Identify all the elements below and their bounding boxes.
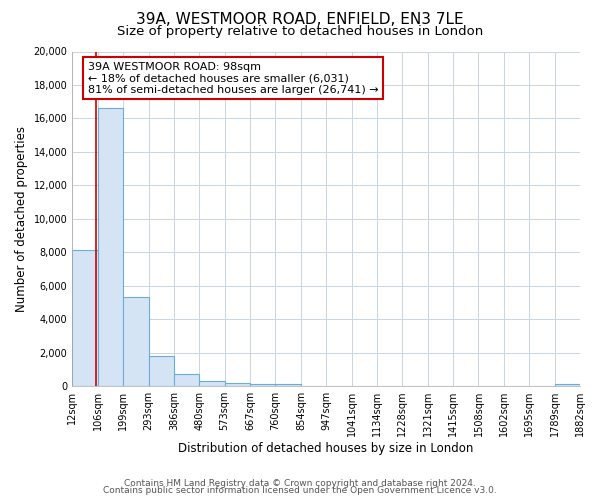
Bar <box>174 374 199 386</box>
Text: Contains HM Land Registry data © Crown copyright and database right 2024.: Contains HM Land Registry data © Crown c… <box>124 478 476 488</box>
Bar <box>555 384 580 386</box>
Text: 39A, WESTMOOR ROAD, ENFIELD, EN3 7LE: 39A, WESTMOOR ROAD, ENFIELD, EN3 7LE <box>136 12 464 28</box>
Text: Contains public sector information licensed under the Open Government Licence v3: Contains public sector information licen… <box>103 486 497 495</box>
Bar <box>123 298 149 386</box>
Bar <box>250 384 275 386</box>
Bar <box>224 382 250 386</box>
Bar <box>98 108 123 386</box>
Bar <box>149 356 174 386</box>
Text: Size of property relative to detached houses in London: Size of property relative to detached ho… <box>117 25 483 38</box>
Bar <box>199 381 224 386</box>
Text: 39A WESTMOOR ROAD: 98sqm
← 18% of detached houses are smaller (6,031)
81% of sem: 39A WESTMOOR ROAD: 98sqm ← 18% of detach… <box>88 62 378 94</box>
X-axis label: Distribution of detached houses by size in London: Distribution of detached houses by size … <box>178 442 474 455</box>
Bar <box>72 250 98 386</box>
Bar <box>275 384 301 386</box>
Y-axis label: Number of detached properties: Number of detached properties <box>15 126 28 312</box>
